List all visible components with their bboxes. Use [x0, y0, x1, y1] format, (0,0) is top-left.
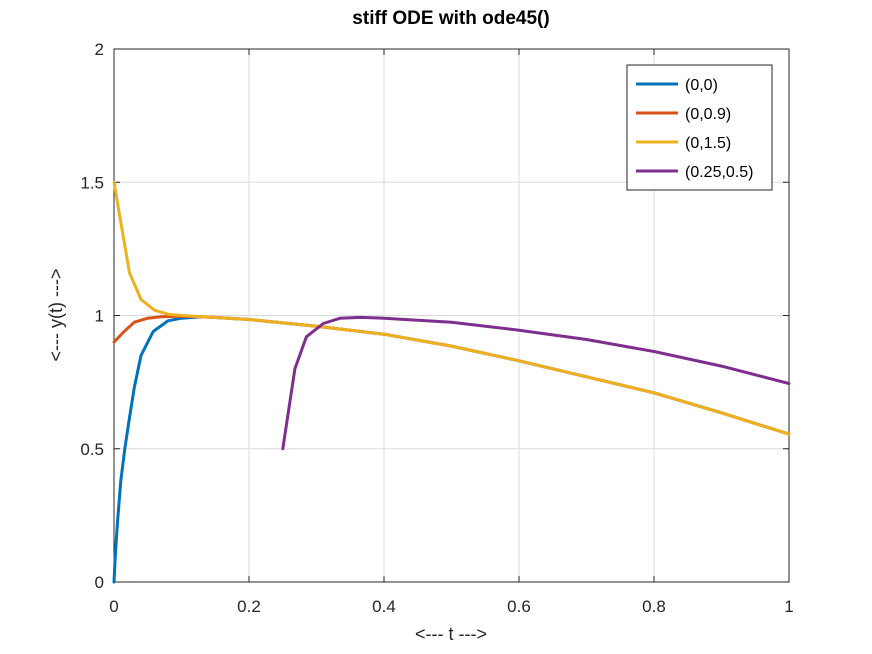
legend-items: (0,0) (0,0.9) (0,1.5) (0.25,0.5) [636, 77, 753, 181]
legend-label-1: (0,0.9) [685, 106, 731, 123]
y-tick-label: 0.5 [80, 440, 104, 459]
x-tick-label: 0 [109, 597, 118, 616]
series-line-2 [112, 180, 791, 436]
series-layer [112, 180, 791, 584]
y-tick-label: 1.5 [80, 173, 104, 192]
x-tick-label: 0.4 [372, 597, 396, 616]
legend-box [626, 64, 773, 191]
y-tick-label: 2 [95, 40, 104, 59]
x-tick-label: 0.6 [507, 597, 531, 616]
chart-title: stiff ODE with ode45() [352, 8, 549, 29]
y-axis-label: <--- y(t) ---> [46, 269, 66, 362]
x-tick-label: 1 [784, 597, 793, 616]
ticks-layer: 0 0.2 0.4 0.6 0.8 1 0 0.5 1 1.5 2 [80, 40, 793, 616]
legend-label-0: (0,0) [685, 77, 718, 94]
x-tick-label: 0.2 [237, 597, 261, 616]
legend-label-2: (0,1.5) [685, 135, 731, 152]
series-line-3 [281, 315, 791, 451]
x-axis-label: <--- t ---> [415, 624, 487, 644]
y-tick-label: 1 [95, 307, 104, 326]
legend: (0,0) (0,0.9) (0,1.5) (0.25,0.5) [626, 64, 773, 191]
y-tick-label: 0 [95, 573, 104, 592]
legend-label-3: (0.25,0.5) [685, 164, 753, 181]
x-tick-label: 0.8 [642, 597, 666, 616]
